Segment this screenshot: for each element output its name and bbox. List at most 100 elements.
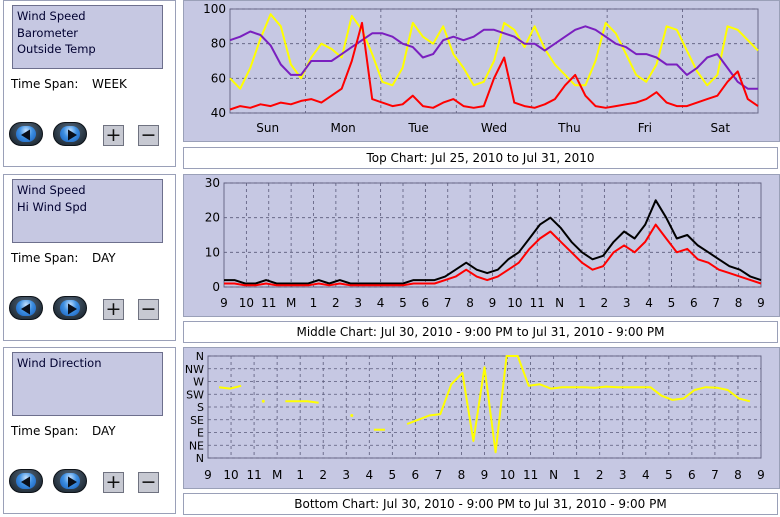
x-tick-label: 6: [422, 296, 430, 310]
x-tick-label: 4: [645, 296, 653, 310]
next-button[interactable]: [53, 469, 87, 493]
y-tick-label: 60: [211, 71, 226, 85]
y-tick-label: N: [196, 452, 204, 465]
x-tick-label: 11: [246, 468, 261, 482]
x-tick-label: 5: [399, 296, 407, 310]
wind-direction-line: [285, 400, 319, 404]
x-tick-label: 3: [354, 296, 362, 310]
x-tick-label: N: [555, 296, 564, 310]
x-tick-label: 8: [734, 468, 742, 482]
x-tick-label: 9: [757, 468, 765, 482]
series-item[interactable]: Wind Speed: [17, 9, 86, 23]
bottom-chart: N NE E SE S SW W NW N 9 10 11 M 1 2 3 4 5 6 7 8 9 10 11 N 1 2 3 4 5 6 7…: [183, 347, 780, 489]
time-span-value: DAY: [92, 251, 116, 265]
x-tick-label: 10: [507, 296, 522, 310]
x-tick-label: 7: [711, 468, 719, 482]
series-item[interactable]: Barometer: [17, 25, 79, 40]
x-tick-label: 3: [623, 296, 631, 310]
middle-chart-caption: Middle Chart: Jul 30, 2010 - 9:00 PM to …: [183, 321, 778, 343]
x-tick-label: 11: [530, 296, 545, 310]
series-list[interactable]: Wind Direction: [12, 352, 163, 416]
x-tick-label: 1: [573, 468, 581, 482]
x-tick-label: 1: [578, 296, 586, 310]
x-tick-label: 1: [296, 468, 304, 482]
series-list[interactable]: Wind Speed Hi Wind Spd: [12, 179, 163, 243]
x-tick-label: 9: [220, 296, 228, 310]
zoom-in-button[interactable]: +: [103, 125, 124, 146]
previous-button[interactable]: [9, 296, 43, 320]
previous-button[interactable]: [9, 469, 43, 493]
x-tick-label: Fri: [638, 121, 652, 135]
x-tick-label: 5: [389, 468, 397, 482]
y-tick-label: N: [196, 350, 204, 363]
x-tick-label: 3: [342, 468, 350, 482]
arrow-left-icon: [21, 303, 30, 315]
y-tick-label: 100: [203, 2, 226, 16]
x-tick-label: 7: [444, 296, 452, 310]
x-tick-label: 4: [377, 296, 385, 310]
arrow-left-icon: [21, 476, 30, 488]
zoom-in-button[interactable]: +: [103, 299, 124, 320]
wind-direction-point: [350, 414, 354, 417]
wind-direction-point: [261, 399, 265, 403]
y-tick-label: 80: [211, 37, 226, 51]
y-tick-label: SE: [190, 414, 204, 427]
time-span-value: DAY: [92, 424, 116, 438]
zoom-out-button[interactable]: −: [138, 299, 159, 320]
y-tick-label: NE: [189, 439, 204, 452]
x-tick-label: M: [286, 296, 296, 310]
y-tick-label: 20: [205, 211, 220, 225]
zoom-out-button[interactable]: −: [138, 125, 159, 146]
zoom-out-button[interactable]: −: [138, 472, 159, 493]
x-tick-label: 7: [435, 468, 443, 482]
x-tick-label: 4: [642, 468, 650, 482]
x-tick-label: N: [549, 468, 558, 482]
series-item[interactable]: Wind Speed: [17, 183, 86, 197]
arrow-right-icon: [68, 129, 77, 141]
y-tick-label: 10: [205, 245, 220, 259]
series-list[interactable]: Wind Speed Barometer Outside Temp: [12, 5, 163, 69]
x-tick-label: 11: [523, 468, 538, 482]
x-tick-label: 10: [223, 468, 238, 482]
top-chart-svg: 40 60 80 100 Sun Mon Tue Wed Thu Fri Sat: [203, 2, 759, 135]
x-tick-label: 9: [204, 468, 212, 482]
x-tick-label: 6: [690, 296, 698, 310]
x-tick-label: Thu: [557, 121, 581, 135]
zoom-in-button[interactable]: +: [103, 472, 124, 493]
next-button[interactable]: [53, 122, 87, 146]
y-tick-label: W: [193, 376, 204, 389]
x-tick-label: 8: [735, 296, 743, 310]
x-tick-label: Mon: [330, 121, 355, 135]
y-tick-label: 40: [211, 106, 226, 120]
arrow-left-icon: [21, 129, 30, 141]
control-panel-middle: Wind Speed Hi Wind Spd Time Span: DAY + …: [3, 174, 176, 341]
x-tick-label: 9: [489, 296, 497, 310]
x-tick-label: Tue: [407, 121, 429, 135]
x-tick-label: 2: [319, 468, 327, 482]
x-tick-label: 10: [239, 296, 254, 310]
x-tick-label: Sun: [256, 121, 279, 135]
middle-chart: 0 10 20 30 9 10 11 M 1 2 3 4 5 6 7 8 9 10 11 N 1 2 3 4 5 6 7 8 9: [183, 174, 780, 317]
x-tick-label: 4: [365, 468, 373, 482]
x-tick-label: 8: [458, 468, 466, 482]
x-tick-label: 3: [619, 468, 627, 482]
wind-direction-line: [218, 384, 242, 390]
x-tick-label: 8: [466, 296, 474, 310]
bottom-chart-caption: Bottom Chart: Jul 30, 2010 - 9:00 PM to …: [183, 493, 778, 515]
arrow-right-icon: [68, 303, 77, 315]
hi-wind-spd-line: [224, 199, 762, 285]
next-button[interactable]: [53, 296, 87, 320]
previous-button[interactable]: [9, 122, 43, 146]
control-panel-bottom: Wind Direction Time Span: DAY + −: [3, 347, 176, 514]
x-tick-label: 9: [757, 296, 765, 310]
series-item[interactable]: Outside Temp: [17, 42, 96, 56]
series-item[interactable]: Wind Direction: [17, 356, 102, 370]
series-item[interactable]: Hi Wind Spd: [17, 199, 87, 214]
time-span-label: Time Span:: [11, 77, 79, 91]
time-span-value: WEEK: [92, 77, 127, 91]
y-tick-label: NW: [185, 363, 204, 376]
x-tick-label: 10: [500, 468, 515, 482]
wind-direction-line: [406, 355, 751, 454]
